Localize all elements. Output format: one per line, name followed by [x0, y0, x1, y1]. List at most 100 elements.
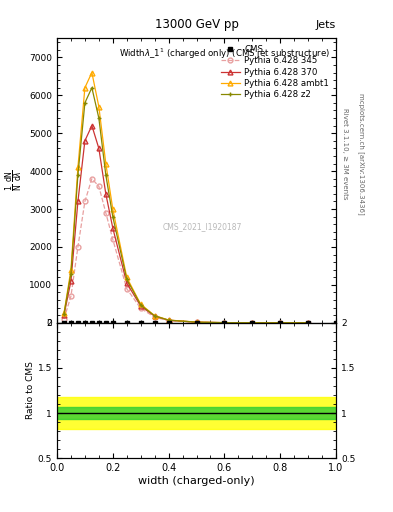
- Text: 13000 GeV pp: 13000 GeV pp: [154, 18, 239, 31]
- CMS: [152, 319, 157, 326]
- Y-axis label: $\frac{1}{\mathrm{N}}\,\frac{\mathrm{d}\mathrm{N}}{\mathrm{d}\lambda}$: $\frac{1}{\mathrm{N}}\,\frac{\mathrm{d}\…: [4, 169, 25, 191]
- Pythia 6.428 ambt1: [278, 319, 283, 326]
- Y-axis label: Ratio to CMS: Ratio to CMS: [26, 361, 35, 419]
- Pythia 6.428 370: [222, 319, 227, 326]
- Pythia 6.428 z2: [138, 302, 143, 308]
- Pythia 6.428 345: [166, 317, 171, 324]
- CMS: [124, 319, 129, 326]
- CMS: [68, 319, 73, 326]
- Pythia 6.428 370: [124, 280, 129, 286]
- Pythia 6.428 z2: [222, 319, 227, 326]
- Pythia 6.428 ambt1: [166, 317, 171, 323]
- Pythia 6.428 370: [278, 319, 283, 326]
- Line: Pythia 6.428 370: Pythia 6.428 370: [62, 123, 310, 325]
- Pythia 6.428 z2: [83, 100, 87, 106]
- Pythia 6.428 345: [138, 305, 143, 311]
- Pythia 6.428 370: [110, 225, 115, 231]
- Pythia 6.428 ambt1: [62, 310, 66, 316]
- Line: Pythia 6.428 345: Pythia 6.428 345: [62, 176, 310, 325]
- Pythia 6.428 z2: [278, 319, 283, 326]
- Pythia 6.428 z2: [68, 270, 73, 276]
- Text: Rivet 3.1.10, ≥ 3M events: Rivet 3.1.10, ≥ 3M events: [342, 108, 348, 199]
- Pythia 6.428 ambt1: [222, 319, 227, 326]
- Pythia 6.428 345: [152, 314, 157, 320]
- Pythia 6.428 ambt1: [138, 301, 143, 307]
- Pythia 6.428 z2: [103, 172, 108, 178]
- Text: mcplots.cern.ch [arXiv:1306.3436]: mcplots.cern.ch [arXiv:1306.3436]: [358, 93, 364, 215]
- Line: CMS: CMS: [62, 321, 338, 325]
- Pythia 6.428 ambt1: [194, 319, 199, 325]
- Pythia 6.428 ambt1: [83, 84, 87, 91]
- CMS: [250, 319, 255, 326]
- Line: Pythia 6.428 z2: Pythia 6.428 z2: [62, 86, 310, 325]
- Pythia 6.428 z2: [152, 313, 157, 319]
- Pythia 6.428 ambt1: [103, 160, 108, 166]
- Pythia 6.428 370: [97, 145, 101, 152]
- Pythia 6.428 z2: [90, 84, 94, 91]
- Pythia 6.428 ambt1: [152, 312, 157, 318]
- Pythia 6.428 z2: [110, 214, 115, 220]
- Pythia 6.428 370: [62, 312, 66, 318]
- CMS: [222, 319, 227, 326]
- Pythia 6.428 370: [166, 317, 171, 323]
- Pythia 6.428 ambt1: [124, 274, 129, 281]
- Pythia 6.428 370: [250, 319, 255, 326]
- Pythia 6.428 345: [103, 210, 108, 216]
- Pythia 6.428 ambt1: [110, 206, 115, 212]
- CMS: [306, 319, 310, 326]
- Pythia 6.428 370: [103, 191, 108, 197]
- Pythia 6.428 370: [194, 319, 199, 325]
- CMS: [90, 319, 94, 326]
- Text: Jets: Jets: [316, 20, 336, 30]
- Pythia 6.428 345: [90, 176, 94, 182]
- CMS: [194, 319, 199, 326]
- Pythia 6.428 z2: [250, 319, 255, 326]
- Pythia 6.428 345: [278, 319, 283, 326]
- CMS: [97, 319, 101, 326]
- Pythia 6.428 370: [68, 278, 73, 284]
- Pythia 6.428 345: [222, 319, 227, 326]
- Pythia 6.428 345: [83, 198, 87, 204]
- CMS: [278, 319, 283, 326]
- Text: Width$\lambda\_1^1$ (charged only) (CMS jet substructure): Width$\lambda\_1^1$ (charged only) (CMS …: [119, 47, 331, 61]
- Pythia 6.428 z2: [62, 311, 66, 317]
- Pythia 6.428 345: [250, 319, 255, 326]
- Pythia 6.428 370: [75, 198, 80, 204]
- Pythia 6.428 ambt1: [250, 319, 255, 326]
- Pythia 6.428 345: [194, 319, 199, 325]
- CMS: [83, 319, 87, 326]
- Pythia 6.428 ambt1: [90, 70, 94, 76]
- Pythia 6.428 345: [124, 286, 129, 292]
- Pythia 6.428 370: [152, 313, 157, 319]
- Pythia 6.428 ambt1: [75, 164, 80, 170]
- Line: Pythia 6.428 ambt1: Pythia 6.428 ambt1: [62, 70, 310, 325]
- Text: CMS_2021_I1920187: CMS_2021_I1920187: [162, 222, 242, 231]
- Pythia 6.428 345: [306, 319, 310, 326]
- CMS: [138, 319, 143, 326]
- CMS: [166, 319, 171, 326]
- Pythia 6.428 345: [75, 244, 80, 250]
- Pythia 6.428 ambt1: [97, 103, 101, 110]
- Pythia 6.428 ambt1: [306, 319, 310, 326]
- Pythia 6.428 z2: [194, 319, 199, 325]
- CMS: [110, 319, 115, 326]
- Pythia 6.428 370: [90, 122, 94, 129]
- Pythia 6.428 ambt1: [68, 267, 73, 273]
- X-axis label: width (charged-only): width (charged-only): [138, 476, 255, 486]
- Pythia 6.428 345: [68, 293, 73, 300]
- CMS: [62, 319, 66, 326]
- Pythia 6.428 370: [83, 138, 87, 144]
- Pythia 6.428 z2: [124, 276, 129, 282]
- Pythia 6.428 z2: [75, 172, 80, 178]
- Pythia 6.428 345: [110, 237, 115, 243]
- Pythia 6.428 z2: [306, 319, 310, 326]
- CMS: [75, 319, 80, 326]
- Legend: CMS, Pythia 6.428 345, Pythia 6.428 370, Pythia 6.428 ambt1, Pythia 6.428 z2: CMS, Pythia 6.428 345, Pythia 6.428 370,…: [219, 42, 332, 101]
- CMS: [334, 319, 338, 326]
- Pythia 6.428 345: [62, 316, 66, 322]
- Pythia 6.428 345: [97, 183, 101, 189]
- Pythia 6.428 z2: [97, 115, 101, 121]
- Pythia 6.428 370: [138, 303, 143, 309]
- Pythia 6.428 z2: [166, 317, 171, 323]
- Pythia 6.428 370: [306, 319, 310, 326]
